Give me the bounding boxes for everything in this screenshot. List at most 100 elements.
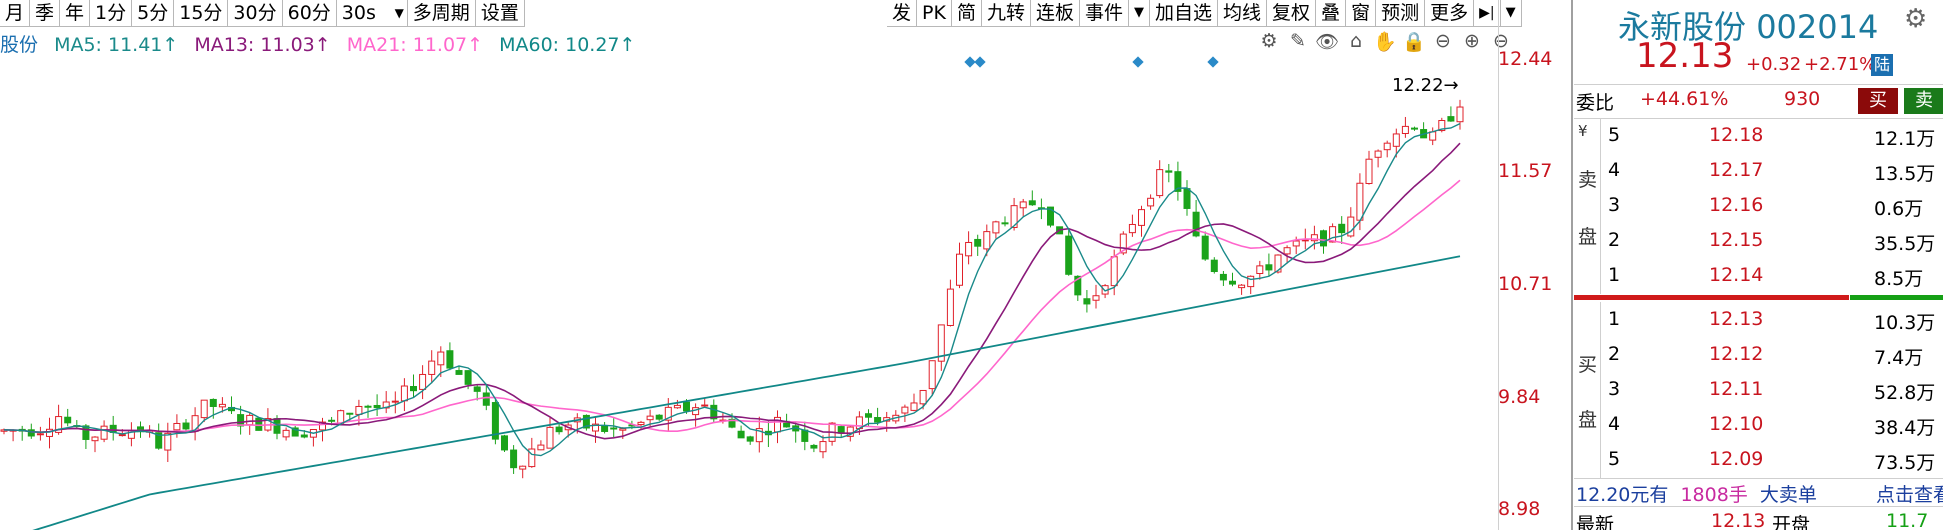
event-button[interactable]: 事件 [1079,0,1129,27]
ask-row[interactable]: 4 12.17 13.5万 [1574,159,1943,194]
candle-body [1356,182,1364,221]
candle-body [1065,235,1073,275]
gear-icon[interactable]: ⚙ [1904,4,1928,34]
overlay-button[interactable]: 叠 [1316,0,1347,27]
candle-body [36,433,44,436]
zoom-in-icon[interactable]: ⊕ [1464,30,1480,52]
jump-end-icon[interactable]: ▶| [1474,0,1501,27]
pk-button[interactable]: PK [917,0,952,27]
forecast-button[interactable]: 预测 [1376,0,1426,27]
view-details-link[interactable]: 点击查看 [1876,484,1943,506]
panel-divider [1571,0,1573,530]
simple-button[interactable]: 简 [951,0,982,27]
ma60-label: MA60: 10.27↑ [499,34,636,56]
candle-body [919,389,927,405]
candle-body [1210,259,1218,273]
price-axis-label: 12.44 [1498,48,1553,70]
period-select-value: 30s [341,2,376,24]
ask-volume: 0.6万 [1874,198,1924,220]
candle-body [1401,125,1409,134]
candle-body [946,288,954,326]
ask-row[interactable]: 5 12.18 12.1万 [1574,124,1943,159]
nine-turn-button[interactable]: 九转 [981,0,1031,27]
ask-row[interactable]: 3 12.16 0.6万 [1574,194,1943,229]
moving-average-button[interactable]: 均线 [1218,0,1268,27]
yen-icon: ¥ [1578,122,1588,140]
bid-row[interactable]: 4 12.10 38.4万 [1574,413,1943,448]
adjust-button[interactable]: 复权 [1267,0,1317,27]
period-quarter-button[interactable]: 季 [30,0,61,27]
event-marker[interactable] [964,56,976,68]
consecutive-limit-button[interactable]: 连板 [1030,0,1080,27]
hand-icon[interactable]: ✋ [1373,31,1397,53]
period-15min-button[interactable]: 15分 [174,0,229,27]
period-year-button[interactable]: 年 [60,0,91,27]
multi-period-button[interactable]: 多周期 [407,0,476,27]
ma5-line [3,123,1461,457]
candle-body [646,415,654,421]
minus-circle-icon[interactable]: ⊖ [1493,30,1509,52]
price-axis-label: 9.84 [1498,386,1541,408]
window-button[interactable]: 窗 [1346,0,1377,27]
period-month-button[interactable]: 月 [0,0,31,27]
candle-body [1119,233,1127,254]
period-select[interactable]: 30s ▼ [336,0,408,27]
period-5min-button[interactable]: 5分 [132,0,175,27]
buy-side-label: 盘 [1578,409,1598,431]
event-marker[interactable] [1207,56,1219,68]
candle-body [683,401,690,412]
candle-body [992,221,1000,234]
lock-icon[interactable]: 🔒 [1402,31,1426,53]
stock-code: 002014 [1756,8,1879,46]
candle-body [601,425,609,432]
quote-panel: 永新股份 002014 ⚙ 12.13 +0.32 +2.71% 陆 委比 +4… [1574,0,1943,530]
candle-body [664,406,672,421]
open-value: 11.7 [1886,510,1929,530]
candle-body [237,414,245,427]
candle-body [1192,211,1200,237]
sell-button[interactable]: 卖 [1904,88,1943,114]
candle-body [464,370,472,385]
candle-body [755,428,763,443]
sell-side-label: 卖 [1578,169,1598,191]
ask-price: 12.16 [1709,194,1764,216]
price-change-pct: +2.71% [1804,54,1877,75]
bid-row[interactable]: 3 12.11 52.8万 [1574,378,1943,413]
ask-row[interactable]: 2 12.15 35.5万 [1574,229,1943,264]
period-60min-button[interactable]: 60分 [282,0,337,27]
ask-row[interactable]: 1 12.14 8.5万 [1574,264,1943,299]
home-icon[interactable]: ⌂ [1349,30,1363,52]
buy-button[interactable]: 买 [1858,88,1898,114]
ask-volume: 12.1万 [1874,128,1936,150]
period-30min-button[interactable]: 30分 [228,0,283,27]
bid-row[interactable]: 1 12.13 10.3万 [1574,308,1943,343]
candle-body [983,231,991,250]
period-1min-button[interactable]: 1分 [90,0,133,27]
ask-level: 2 [1608,229,1621,251]
current-price: 12.13 [1636,36,1734,76]
big-order-qty: 1808手 [1680,484,1748,506]
ask-price: 12.15 [1709,229,1764,251]
candle-body [937,324,945,362]
candle-body [273,418,281,434]
event-marker[interactable] [1132,56,1144,68]
gear-icon[interactable]: ⚙ [1260,30,1278,52]
bid-row[interactable]: 5 12.09 73.5万 [1574,448,1943,483]
more-dropdown-icon[interactable]: ▼ [1500,0,1522,27]
event-dropdown-icon[interactable]: ▼ [1129,0,1150,27]
candle-body [419,373,427,390]
bid-price: 12.13 [1709,308,1764,330]
bid-level: 4 [1608,413,1621,435]
settings-button[interactable]: 设置 [475,0,525,27]
add-watchlist-button[interactable]: 加自选 [1150,0,1219,27]
sell-side-label: 盘 [1578,226,1598,248]
pen-icon[interactable]: ✎ [1290,30,1306,52]
bid-row[interactable]: 2 12.12 7.4万 [1574,343,1943,378]
send-button[interactable]: 发 [887,0,918,27]
candlestick-chart[interactable]: 12.22→ [0,30,1495,530]
zoom-out-icon[interactable]: ⊖ [1435,30,1451,52]
more-button[interactable]: 更多 [1425,0,1475,27]
event-marker[interactable] [974,56,986,68]
eye-icon[interactable]: 👁 [1315,31,1340,53]
candle-body [182,422,190,430]
